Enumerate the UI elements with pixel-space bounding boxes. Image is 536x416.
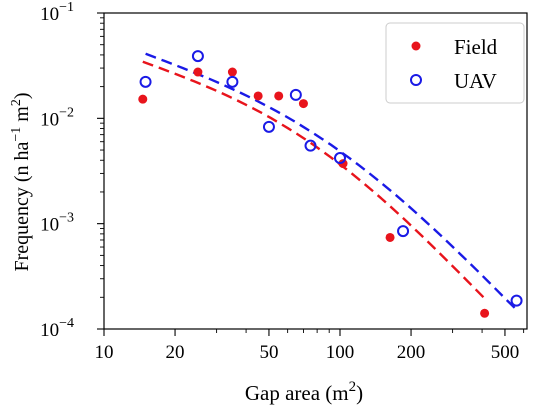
data-point-field — [193, 67, 203, 77]
data-point-field — [338, 159, 348, 169]
x-tick-label: 500 — [491, 342, 520, 363]
plot-frame — [103, 12, 528, 330]
x-tick-label: 10 — [95, 342, 114, 363]
data-point-uav — [333, 152, 346, 165]
y-tick-label: 10−1 — [40, 0, 74, 25]
y-axis-label: Frequency (n ha−1 m2) — [9, 92, 33, 271]
legend: Field UAV — [385, 22, 525, 104]
data-point-uav — [139, 75, 152, 88]
x-tick-label: 50 — [259, 342, 278, 363]
x-tick-label: 100 — [326, 342, 355, 363]
legend-field-marker — [411, 41, 421, 51]
data-point-uav — [304, 139, 317, 152]
data-point-field — [138, 94, 148, 104]
data-point-uav — [510, 294, 523, 307]
data-point-uav — [226, 75, 239, 88]
data-point-field — [298, 99, 308, 109]
x-tick-label: 200 — [397, 342, 426, 363]
data-point-uav — [262, 120, 275, 133]
y-tick-label: 10−4 — [40, 316, 74, 341]
y-tick-label: 10−2 — [40, 105, 74, 130]
y-tick-label: 10−3 — [40, 211, 74, 236]
data-point-uav — [397, 225, 410, 238]
data-point-field — [385, 232, 395, 242]
legend-uav-marker — [410, 74, 422, 86]
fit-line-field — [142, 60, 486, 300]
data-point-uav — [191, 50, 204, 63]
data-point-field — [227, 67, 237, 77]
fit-line-uav — [145, 52, 518, 311]
x-axis-label: Gap area (m2) — [245, 379, 363, 405]
data-point-uav — [289, 88, 302, 101]
data-point-field — [480, 308, 490, 318]
data-point-field — [253, 91, 263, 101]
data-point-field — [274, 91, 284, 101]
plot-area: 10 20 50 100 200 500 10−4 10−3 10−2 10−1 — [40, 0, 528, 363]
legend-uav-label: UAV — [454, 69, 497, 93]
legend-field-label: Field — [454, 35, 498, 59]
x-tick-label: 20 — [166, 342, 185, 363]
